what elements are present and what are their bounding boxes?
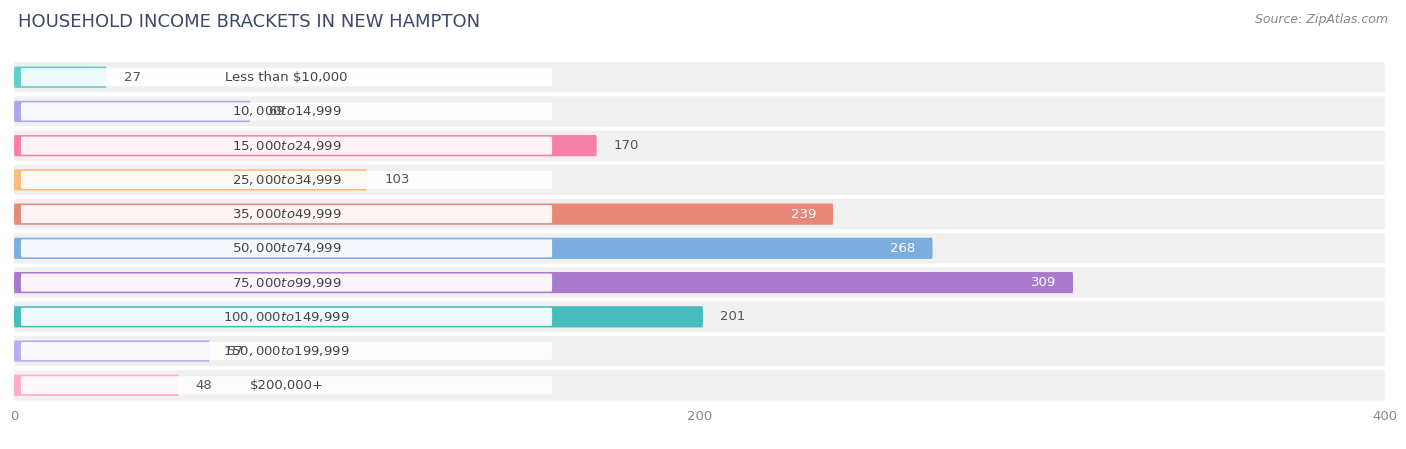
Text: 48: 48	[195, 379, 212, 392]
FancyBboxPatch shape	[14, 62, 1385, 92]
Text: $200,000+: $200,000+	[249, 379, 323, 392]
FancyBboxPatch shape	[21, 136, 553, 154]
FancyBboxPatch shape	[21, 308, 553, 326]
FancyBboxPatch shape	[14, 238, 932, 259]
FancyBboxPatch shape	[14, 66, 107, 88]
FancyBboxPatch shape	[14, 169, 367, 190]
Text: $150,000 to $199,999: $150,000 to $199,999	[224, 344, 350, 358]
FancyBboxPatch shape	[21, 68, 553, 86]
FancyBboxPatch shape	[14, 302, 1385, 332]
Text: 57: 57	[226, 344, 243, 357]
Text: $75,000 to $99,999: $75,000 to $99,999	[232, 276, 342, 290]
FancyBboxPatch shape	[14, 203, 834, 225]
FancyBboxPatch shape	[14, 272, 1073, 293]
Text: 170: 170	[614, 139, 640, 152]
Text: 103: 103	[384, 173, 409, 186]
FancyBboxPatch shape	[21, 205, 553, 223]
FancyBboxPatch shape	[21, 171, 553, 189]
Text: $25,000 to $34,999: $25,000 to $34,999	[232, 173, 342, 187]
FancyBboxPatch shape	[14, 336, 1385, 366]
Text: 201: 201	[720, 310, 745, 323]
FancyBboxPatch shape	[14, 268, 1385, 298]
Text: $15,000 to $24,999: $15,000 to $24,999	[232, 139, 342, 153]
FancyBboxPatch shape	[21, 273, 553, 291]
FancyBboxPatch shape	[21, 239, 553, 257]
FancyBboxPatch shape	[21, 342, 553, 360]
FancyBboxPatch shape	[14, 340, 209, 361]
Text: $50,000 to $74,999: $50,000 to $74,999	[232, 242, 342, 255]
Text: Less than $10,000: Less than $10,000	[225, 70, 347, 84]
FancyBboxPatch shape	[14, 131, 1385, 161]
FancyBboxPatch shape	[14, 233, 1385, 264]
Text: HOUSEHOLD INCOME BRACKETS IN NEW HAMPTON: HOUSEHOLD INCOME BRACKETS IN NEW HAMPTON	[18, 13, 481, 31]
Text: 268: 268	[890, 242, 915, 255]
FancyBboxPatch shape	[14, 97, 1385, 127]
FancyBboxPatch shape	[14, 135, 596, 156]
FancyBboxPatch shape	[14, 306, 703, 327]
FancyBboxPatch shape	[21, 376, 553, 394]
FancyBboxPatch shape	[14, 101, 250, 122]
Text: $100,000 to $149,999: $100,000 to $149,999	[224, 310, 350, 324]
Text: $10,000 to $14,999: $10,000 to $14,999	[232, 105, 342, 119]
Text: $35,000 to $49,999: $35,000 to $49,999	[232, 207, 342, 221]
Text: 309: 309	[1031, 276, 1056, 289]
Text: Source: ZipAtlas.com: Source: ZipAtlas.com	[1254, 13, 1388, 26]
FancyBboxPatch shape	[14, 374, 179, 396]
Text: 69: 69	[267, 105, 284, 118]
Text: 27: 27	[124, 70, 141, 84]
FancyBboxPatch shape	[14, 165, 1385, 195]
FancyBboxPatch shape	[14, 199, 1385, 229]
Text: 239: 239	[790, 207, 815, 220]
FancyBboxPatch shape	[14, 370, 1385, 401]
FancyBboxPatch shape	[21, 102, 553, 120]
